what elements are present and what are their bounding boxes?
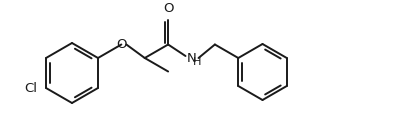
- Text: N: N: [187, 51, 196, 64]
- Text: O: O: [116, 38, 127, 51]
- Text: O: O: [163, 2, 173, 15]
- Text: H: H: [193, 57, 202, 67]
- Text: Cl: Cl: [24, 82, 37, 95]
